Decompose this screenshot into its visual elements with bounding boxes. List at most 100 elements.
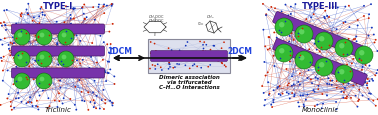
Point [338, 91, 344, 93]
Point [26, 41, 32, 43]
Point [345, 39, 352, 40]
Point [308, 17, 314, 19]
Point [262, 75, 268, 77]
Point [55, 36, 61, 37]
Point [71, 35, 77, 37]
Point [54, 44, 60, 46]
Point [70, 54, 76, 56]
Point [15, 41, 22, 43]
Point [73, 30, 79, 32]
FancyBboxPatch shape [11, 25, 104, 35]
Point [100, 59, 106, 61]
Point [262, 105, 268, 106]
Point [361, 16, 367, 18]
Point [211, 46, 217, 47]
Point [301, 104, 307, 106]
Point [46, 105, 53, 107]
Point [91, 80, 98, 82]
Point [167, 64, 173, 66]
Point [265, 82, 271, 83]
Point [335, 72, 341, 73]
Point [106, 52, 112, 54]
Point [92, 102, 98, 104]
Point [334, 29, 340, 31]
Point [46, 48, 53, 49]
Point [290, 24, 296, 26]
Text: Monoclinic: Monoclinic [301, 106, 339, 112]
Point [276, 31, 282, 32]
Point [277, 85, 283, 87]
Circle shape [299, 30, 304, 35]
Point [333, 108, 339, 110]
Point [321, 58, 327, 60]
Point [324, 37, 330, 39]
Point [358, 60, 364, 62]
Point [263, 14, 269, 16]
Point [327, 38, 333, 40]
Point [353, 36, 359, 38]
Point [187, 68, 193, 70]
Point [297, 55, 303, 57]
Point [99, 99, 105, 101]
Point [102, 99, 108, 101]
Point [274, 46, 280, 47]
Point [25, 14, 31, 16]
Point [15, 50, 21, 52]
Point [205, 66, 211, 68]
Point [18, 16, 24, 18]
Point [17, 51, 23, 53]
Circle shape [40, 77, 44, 82]
Point [309, 83, 315, 84]
Point [308, 60, 314, 62]
Point [347, 71, 353, 73]
Point [297, 48, 303, 50]
Point [311, 91, 318, 93]
Point [374, 51, 378, 52]
Point [274, 87, 280, 89]
Point [108, 44, 114, 46]
Point [218, 62, 225, 64]
Point [300, 95, 306, 97]
Point [279, 27, 285, 29]
Point [67, 15, 73, 17]
Point [50, 55, 56, 57]
Point [297, 73, 303, 75]
Point [56, 100, 62, 102]
Point [104, 44, 110, 46]
Point [366, 18, 372, 20]
Point [318, 6, 324, 7]
Point [15, 97, 22, 99]
Point [46, 83, 52, 85]
Text: TYPE-I: TYPE-I [43, 2, 73, 11]
Point [203, 51, 209, 53]
Point [342, 87, 348, 89]
Text: TYPE-III: TYPE-III [302, 2, 338, 11]
Point [296, 56, 302, 58]
Point [341, 77, 347, 79]
Point [63, 31, 69, 33]
Point [342, 22, 349, 24]
Point [74, 60, 80, 62]
Point [322, 18, 328, 20]
Point [11, 84, 17, 85]
Circle shape [40, 55, 44, 60]
Point [271, 32, 277, 34]
Circle shape [14, 52, 30, 67]
Point [203, 44, 209, 46]
Point [366, 98, 372, 100]
Point [313, 37, 319, 39]
Point [340, 54, 346, 56]
Point [29, 29, 36, 31]
Point [67, 49, 73, 51]
Point [286, 41, 292, 43]
Point [355, 25, 361, 27]
Circle shape [279, 49, 285, 54]
Point [0, 23, 4, 25]
Point [355, 20, 361, 22]
Point [295, 36, 301, 37]
Point [370, 80, 376, 82]
Point [107, 69, 113, 71]
Point [59, 49, 65, 51]
Point [324, 66, 330, 68]
Point [271, 65, 277, 67]
